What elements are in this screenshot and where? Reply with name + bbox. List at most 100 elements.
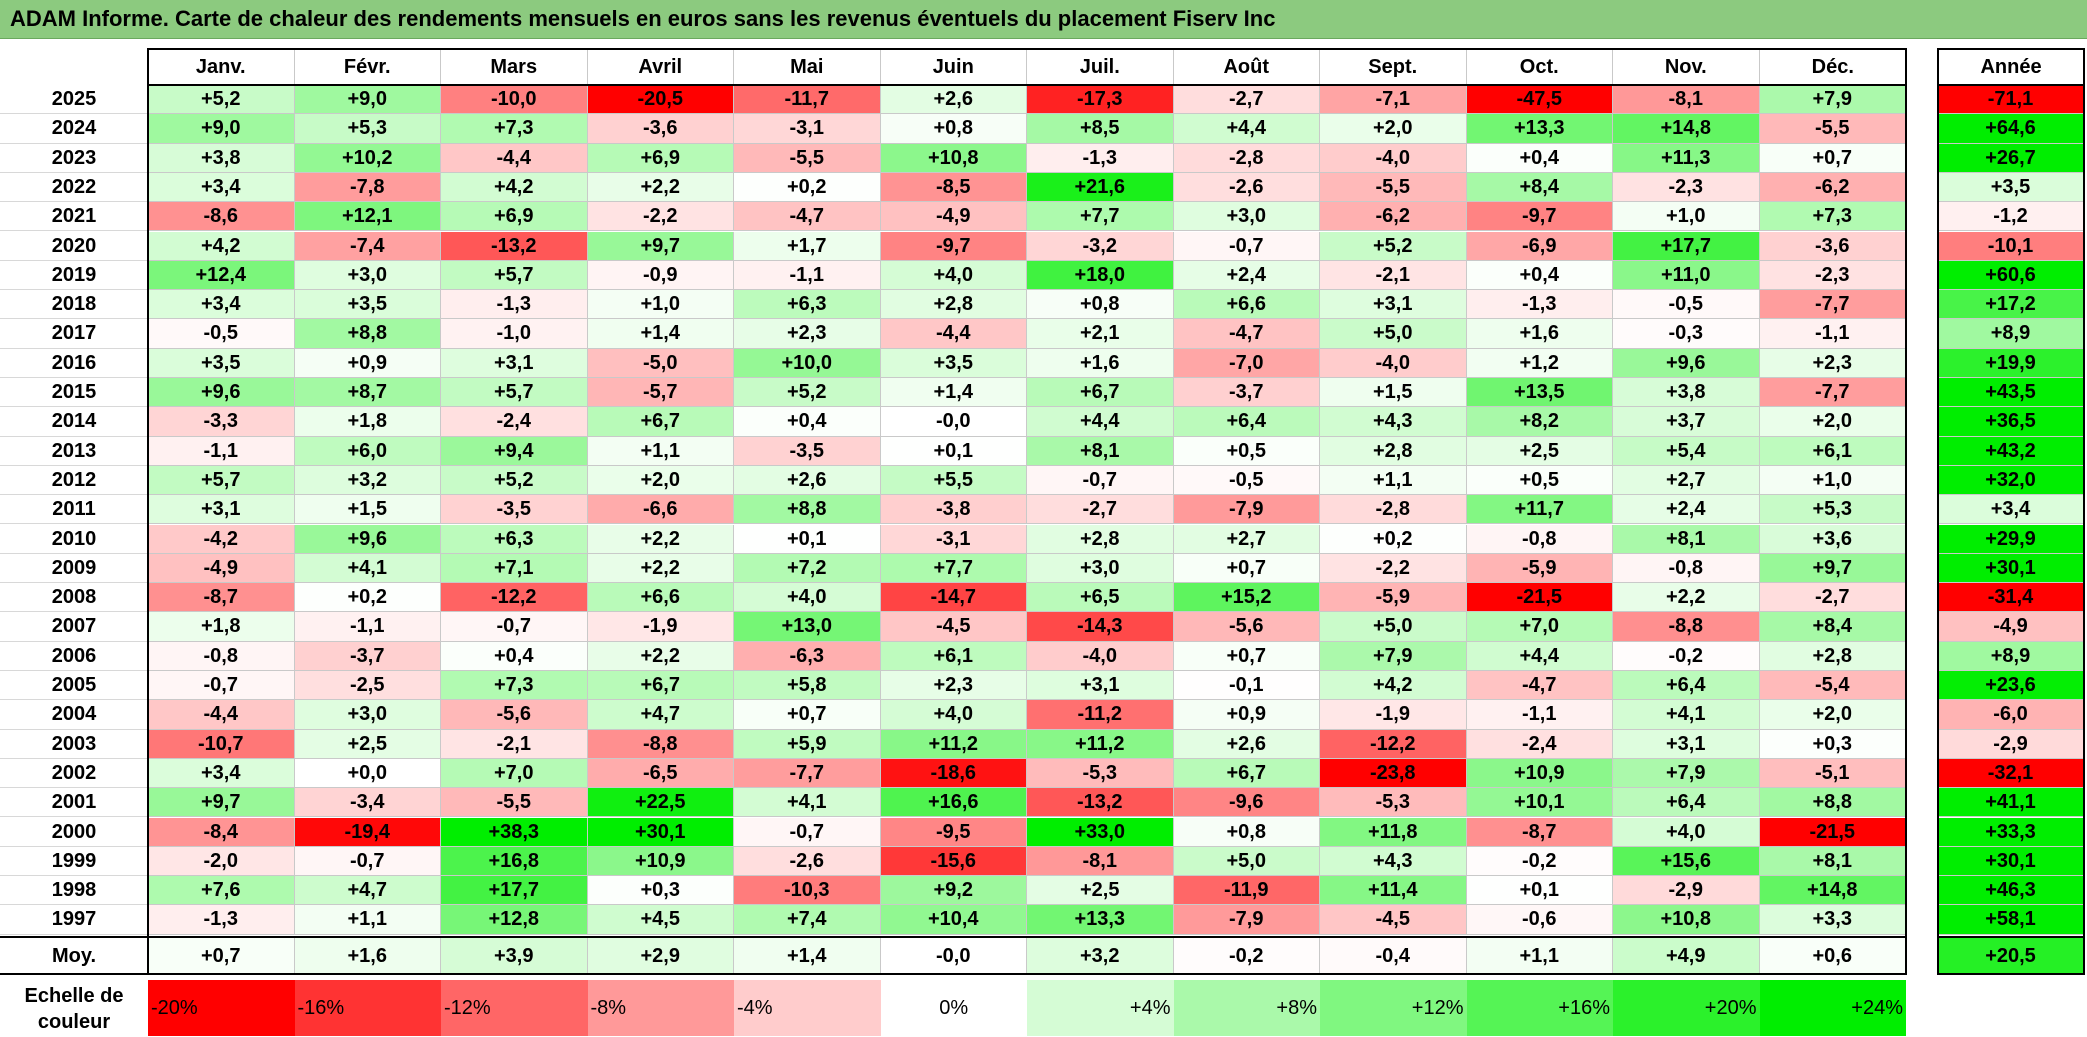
average-cell: +2,9 (587, 937, 734, 974)
heatmap-cell: +1,7 (734, 231, 881, 261)
heatmap-cell: +3,1 (148, 495, 295, 525)
heatmap-cell: +12,4 (148, 260, 295, 291)
heatmap-cell: -8,8 (587, 729, 734, 759)
heatmap-cell: +8,2 (1466, 407, 1613, 437)
heatmap-cell: -0,7 (294, 846, 441, 877)
annual-cell: +46,3 (1938, 876, 2084, 906)
year-label: 2019 (0, 261, 148, 291)
heatmap-cell: +6,5 (1027, 583, 1174, 613)
heatmap-cell: -1,1 (294, 612, 441, 642)
heatmap-cell: -1,1 (1759, 319, 1906, 349)
heatmap-cell: -4,5 (880, 612, 1027, 642)
heatmap-cell: -1,9 (587, 612, 734, 642)
heatmap-cell: +4,3 (1320, 407, 1467, 437)
heatmap-cell: +5,0 (1320, 319, 1467, 349)
average-cell: -0,4 (1320, 937, 1467, 974)
heatmap-cell: +7,3 (441, 671, 588, 701)
heatmap-cell: -4,7 (734, 202, 881, 232)
heatmap-cell: +2,4 (1173, 260, 1320, 291)
heatmap-cell: +5,2 (734, 378, 881, 408)
heatmap-cell: -2,1 (1320, 260, 1467, 291)
heatmap-cell: +17,7 (1613, 231, 1760, 261)
average-bottom-line (0, 972, 149, 975)
heatmap-cell: +2,3 (880, 671, 1027, 701)
heatmap-cell: +9,6 (294, 524, 441, 554)
heatmap-cell: -1,9 (1320, 700, 1467, 730)
heatmap-cell: +11,2 (1027, 729, 1174, 759)
heatmap-cell: -11,9 (1173, 876, 1320, 906)
heatmap-cell: +6,7 (1173, 758, 1320, 789)
heatmap-cell: +2,2 (1613, 583, 1760, 613)
heatmap-cell: +5,3 (294, 114, 441, 144)
heatmap-cell: +6,4 (1173, 407, 1320, 437)
heatmap-cell: -1,3 (1027, 143, 1174, 173)
year-label: 2009 (0, 554, 148, 584)
year-label: 2018 (0, 290, 148, 320)
heatmap-cell: -10,7 (148, 729, 295, 759)
heatmap-cell: +0,7 (1759, 143, 1906, 173)
heatmap-cell: -4,7 (1173, 319, 1320, 349)
heatmap-cell: +8,8 (294, 319, 441, 349)
heatmap-cell: -8,7 (148, 583, 295, 613)
heatmap-cell: +11,0 (1613, 260, 1760, 291)
column-header: Juil. (1027, 49, 1174, 85)
heatmap-cell: +11,2 (880, 729, 1027, 759)
year-label: 2011 (0, 495, 148, 525)
year-label: 2017 (0, 319, 148, 349)
heatmap-cell: +5,7 (441, 260, 588, 291)
year-label: 2014 (0, 407, 148, 437)
annual-cell: +8,9 (1938, 641, 2084, 671)
heatmap-cell: +3,1 (441, 348, 588, 378)
heatmap-cell: -3,5 (441, 495, 588, 525)
heatmap-cell: +3,1 (1320, 290, 1467, 320)
column-header: Sept. (1320, 49, 1467, 85)
heatmap-cell: +11,7 (1466, 495, 1613, 525)
heatmap-cell: -13,2 (441, 231, 588, 261)
heatmap-cell: +0,8 (880, 114, 1027, 144)
heatmap-cell: +16,6 (880, 788, 1027, 818)
heatmap-cell: +2,8 (880, 290, 1027, 320)
heatmap-cell: +3,4 (148, 290, 295, 320)
scale-label: Echelle de couleur (24, 985, 124, 1033)
annual-cell: -10,1 (1938, 231, 2084, 261)
year-label: 2010 (0, 525, 148, 554)
heatmap-cell: -13,2 (1027, 788, 1174, 818)
heatmap-cell: +3,4 (148, 758, 295, 789)
heatmap-cell: +8,4 (1759, 612, 1906, 642)
heatmap-cell: -2,1 (441, 729, 588, 759)
heatmap-cell: +7,0 (441, 758, 588, 789)
heatmap-cell: -14,7 (880, 583, 1027, 613)
heatmap-cell: -0,5 (1613, 290, 1760, 320)
heatmap-cell: +9,6 (148, 378, 295, 408)
heatmap-cell: -0,2 (1466, 846, 1613, 877)
heatmap-cell: +4,7 (587, 700, 734, 730)
heatmap-cell: +13,3 (1466, 114, 1613, 144)
heatmap-cell: +1,6 (1027, 348, 1174, 378)
annual-cell: -6,0 (1938, 700, 2084, 730)
heatmap-cell: -4,0 (1320, 143, 1467, 173)
heatmap-cell: +4,0 (734, 583, 881, 613)
heatmap-cell: +5,8 (734, 671, 881, 701)
heatmap-cell: -6,9 (1466, 231, 1613, 261)
heatmap-cell: +0,3 (1759, 729, 1906, 759)
heatmap-cell: -2,7 (1027, 495, 1174, 525)
heatmap-cell: -5,5 (734, 143, 881, 173)
heatmap-cell: -9,5 (880, 817, 1027, 847)
heatmap-cell: -7,7 (734, 758, 881, 789)
annual-cell: -4,9 (1938, 612, 2084, 642)
heatmap-cell: -0,2 (1613, 641, 1760, 671)
heatmap-cell: +10,8 (880, 143, 1027, 173)
scale-swatch: 0% (880, 980, 1027, 1036)
heatmap-cell: +2,2 (587, 641, 734, 671)
column-header: Déc. (1811, 56, 1854, 78)
heatmap-cell: -5,5 (1759, 114, 1906, 144)
heatmap-cell: -1,1 (734, 260, 881, 291)
year-label: 2003 (0, 730, 148, 759)
annual-cell: +17,2 (1938, 290, 2084, 320)
annual-cell: +3,5 (1938, 172, 2084, 203)
heatmap-cell: +8,7 (294, 378, 441, 408)
heatmap-cell: -0,7 (441, 612, 588, 642)
heatmap-cell: -21,5 (1466, 583, 1613, 613)
heatmap-cell: +10,2 (294, 143, 441, 173)
